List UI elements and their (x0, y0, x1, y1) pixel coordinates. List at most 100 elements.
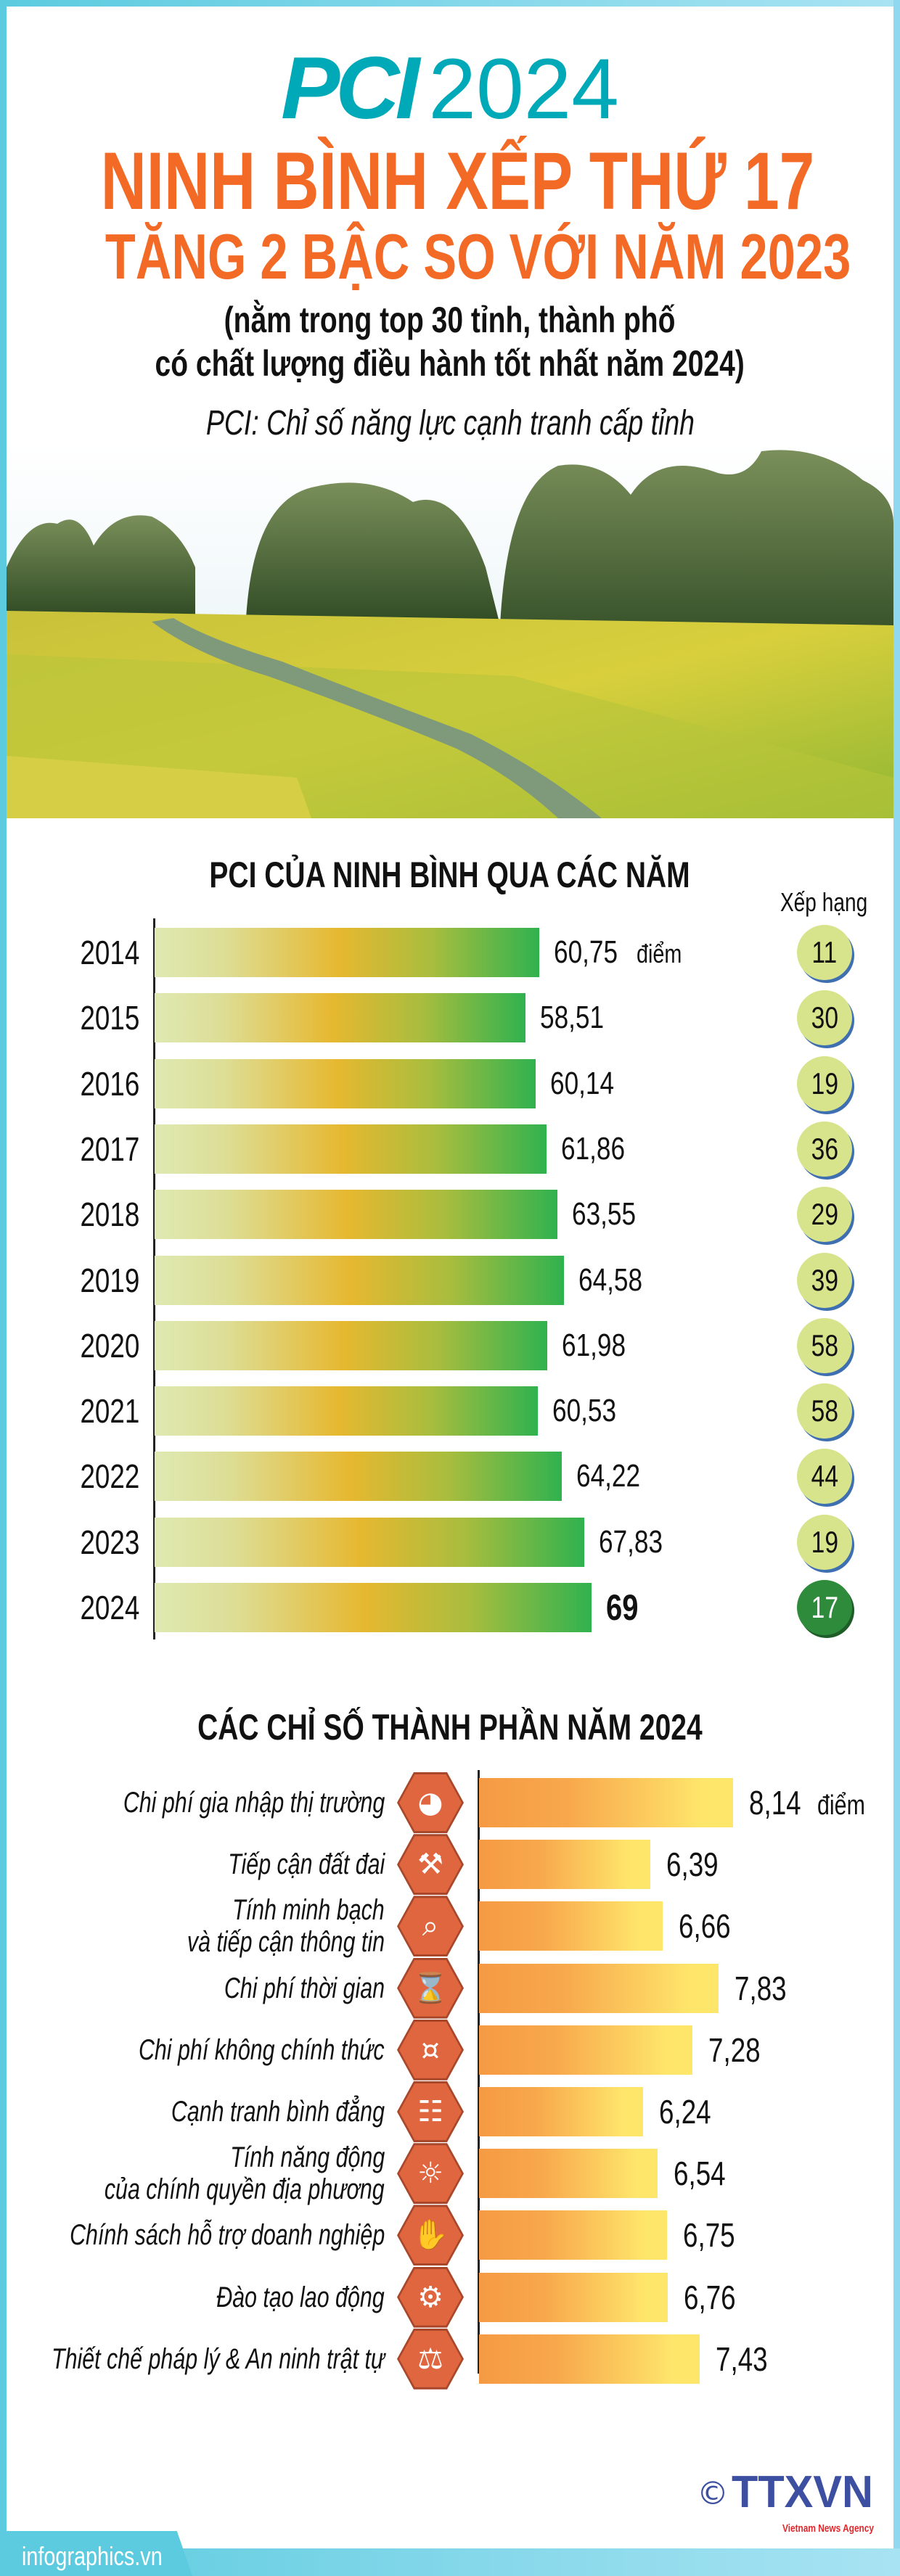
value-label: 7,83 (735, 1964, 800, 2013)
rank-badge: 39 (797, 1252, 852, 1308)
subheadline: TĂNG 2 BẬC SO VỚI NĂM 2023 (105, 221, 851, 292)
rank-badge-text: 29 (811, 1197, 838, 1232)
rank-badge: 19 (797, 1055, 852, 1111)
year-label-text: 2018 (80, 1196, 139, 1234)
value-label: 63,55 (572, 1190, 652, 1239)
money-stack-icon: ¤ (397, 2019, 464, 2081)
rank-header-wrap: Xếp hạng (762, 889, 885, 915)
rank-badge-text: 58 (811, 1328, 838, 1362)
label-line-1-text: Chính sách hỗ trợ doanh nghiệp (69, 2219, 385, 2252)
value-label-text: 63,55 (571, 1196, 636, 1233)
component-bar (479, 1778, 733, 1827)
year-label-text: 2014 (80, 934, 139, 971)
unit-label: điểm (637, 939, 682, 968)
value-label-text: 6,75 (683, 2216, 735, 2255)
rank-badge: 29 (797, 1187, 852, 1243)
pci-bar (155, 928, 540, 977)
label-line-1-text: Chi phí gia nhập thị trường (123, 1787, 385, 1819)
component-bar (479, 2210, 668, 2260)
value-label: 61,86 (561, 1124, 641, 1174)
pci-bar (155, 1190, 557, 1240)
year-label-text: 2022 (80, 1457, 139, 1496)
value-label: 6,54 (674, 2149, 739, 2198)
headline: NINH BÌNH XẾP THỨ 17 (100, 136, 815, 226)
label-line-1: Tính minh bạch (0, 1894, 385, 1926)
scales-justice-icon: ⚖ (397, 2328, 464, 2390)
component-bar (479, 2149, 658, 2199)
landscape-photo (7, 444, 893, 818)
market-entry-cost-icon: ◕ (397, 1772, 464, 1833)
unit-label: điểm (817, 1790, 865, 1821)
left-border (0, 0, 7, 2576)
rank-badge-text: 58 (811, 1394, 838, 1428)
value-label: 64,58 (578, 1256, 658, 1305)
year-label-text: 2023 (80, 1523, 139, 1561)
value-label-text: 6,54 (673, 2155, 726, 2193)
label-line-1-text: Chi phí không chính thức (139, 2033, 385, 2066)
value-label: 67,83 (599, 1518, 679, 1567)
year-label-text: 2019 (80, 1261, 139, 1299)
component-label: Tiếp cận đất đai (0, 1848, 385, 1880)
note-1-wrap: (nằm trong top 30 tỉnh, thành phố (0, 302, 900, 338)
pci-year: 2024 (428, 41, 619, 137)
shovel-land-icon: ⚒ (397, 1834, 464, 1896)
value-label: 7,28 (708, 2025, 774, 2075)
value-label: 6,76 (684, 2273, 749, 2322)
label-line-2: của chính quyền địa phương (0, 2173, 385, 2205)
chart2-axis (478, 1770, 480, 2374)
rank-badge: 30 (797, 990, 852, 1046)
year-label: 2023 (52, 1518, 139, 1567)
rank-badge: 58 (797, 1383, 852, 1439)
pci-title: PCI 2024 (0, 44, 900, 132)
year-label: 2014 (52, 928, 139, 977)
note-line-2: có chất lượng điều hành tốt nhất năm 202… (155, 343, 745, 384)
value-label: 6,75 (683, 2210, 748, 2260)
pci-logo: PCI (281, 38, 420, 137)
pci-bar (155, 1386, 539, 1436)
value-label-text: 58,51 (539, 1000, 604, 1036)
component-bar (479, 2087, 643, 2136)
value-label-text: 61,98 (562, 1327, 626, 1363)
shovel-land-icon-glyph: ⚒ (399, 1836, 462, 1893)
year-label: 2016 (52, 1059, 139, 1108)
year-label-text: 2024 (80, 1589, 139, 1626)
rank-badge-text: 44 (811, 1459, 838, 1494)
hourglass-icon-glyph: ⌛ (399, 1959, 462, 2017)
label-line-1: Tính năng động (0, 2141, 385, 2173)
label-line-1: Chi phí thời gian (0, 1972, 385, 2004)
pci-bar (155, 1124, 547, 1174)
training-presentation-icon-glyph: ⚙ (399, 2268, 462, 2326)
value-label: 69 (606, 1583, 647, 1632)
headline-wrap: NINH BÌNH XẾP THỨ 17 (0, 141, 900, 222)
label-line-1: Đào tạo lao động (0, 2281, 385, 2313)
site-link[interactable]: infographics.vn (22, 2541, 197, 2572)
year-label-text: 2021 (80, 1392, 139, 1431)
label-line-1-text: Tính năng động (230, 2141, 385, 2174)
chart2-title: CÁC CHỈ SỐ THÀNH PHẦN NĂM 2024 (197, 1707, 703, 1748)
agency-tagline: Vietnam News Agency (782, 2522, 875, 2535)
handshake-icon: ✋ (397, 2205, 464, 2266)
subheadline-wrap: TĂNG 2 BẬC SO VỚI NĂM 2023 (0, 225, 900, 289)
year-label-text: 2016 (80, 1064, 139, 1103)
label-line-1-text: Tiếp cận đất đai (227, 1848, 385, 1881)
year-label: 2018 (52, 1190, 139, 1239)
value-label-text: 69 (606, 1587, 639, 1628)
copyright-symbol: © (697, 2475, 729, 2512)
component-label: Cạnh tranh bình đẳng (0, 2096, 385, 2128)
value-label-text: 61,86 (561, 1130, 626, 1166)
component-label: Chi phí thời gian (0, 1972, 385, 2004)
label-line-1-text: Đào tạo lao động (216, 2281, 385, 2313)
component-label: Tính minh bạch và tiếp cận thông tin (0, 1894, 385, 1958)
year-label-text: 2015 (80, 999, 139, 1037)
value-label: 58,51 (540, 993, 620, 1042)
lightbulb-icon: ☼ (397, 2143, 464, 2205)
pci-definition: PCI: Chỉ số năng lực cạnh tranh cấp tỉnh (205, 404, 695, 443)
pci-bar (155, 1452, 562, 1502)
value-label-text: 64,58 (578, 1262, 642, 1298)
meeting-table-icon-glyph: ☷ (399, 2083, 462, 2140)
chart1-title-wrap: PCI CỦA NINH BÌNH QUA CÁC NĂM (0, 857, 900, 893)
year-label: 2019 (52, 1256, 139, 1305)
component-bar (479, 1901, 663, 1951)
rank-badge: 11 (797, 925, 852, 980)
value-label-text: 64,22 (576, 1458, 640, 1494)
